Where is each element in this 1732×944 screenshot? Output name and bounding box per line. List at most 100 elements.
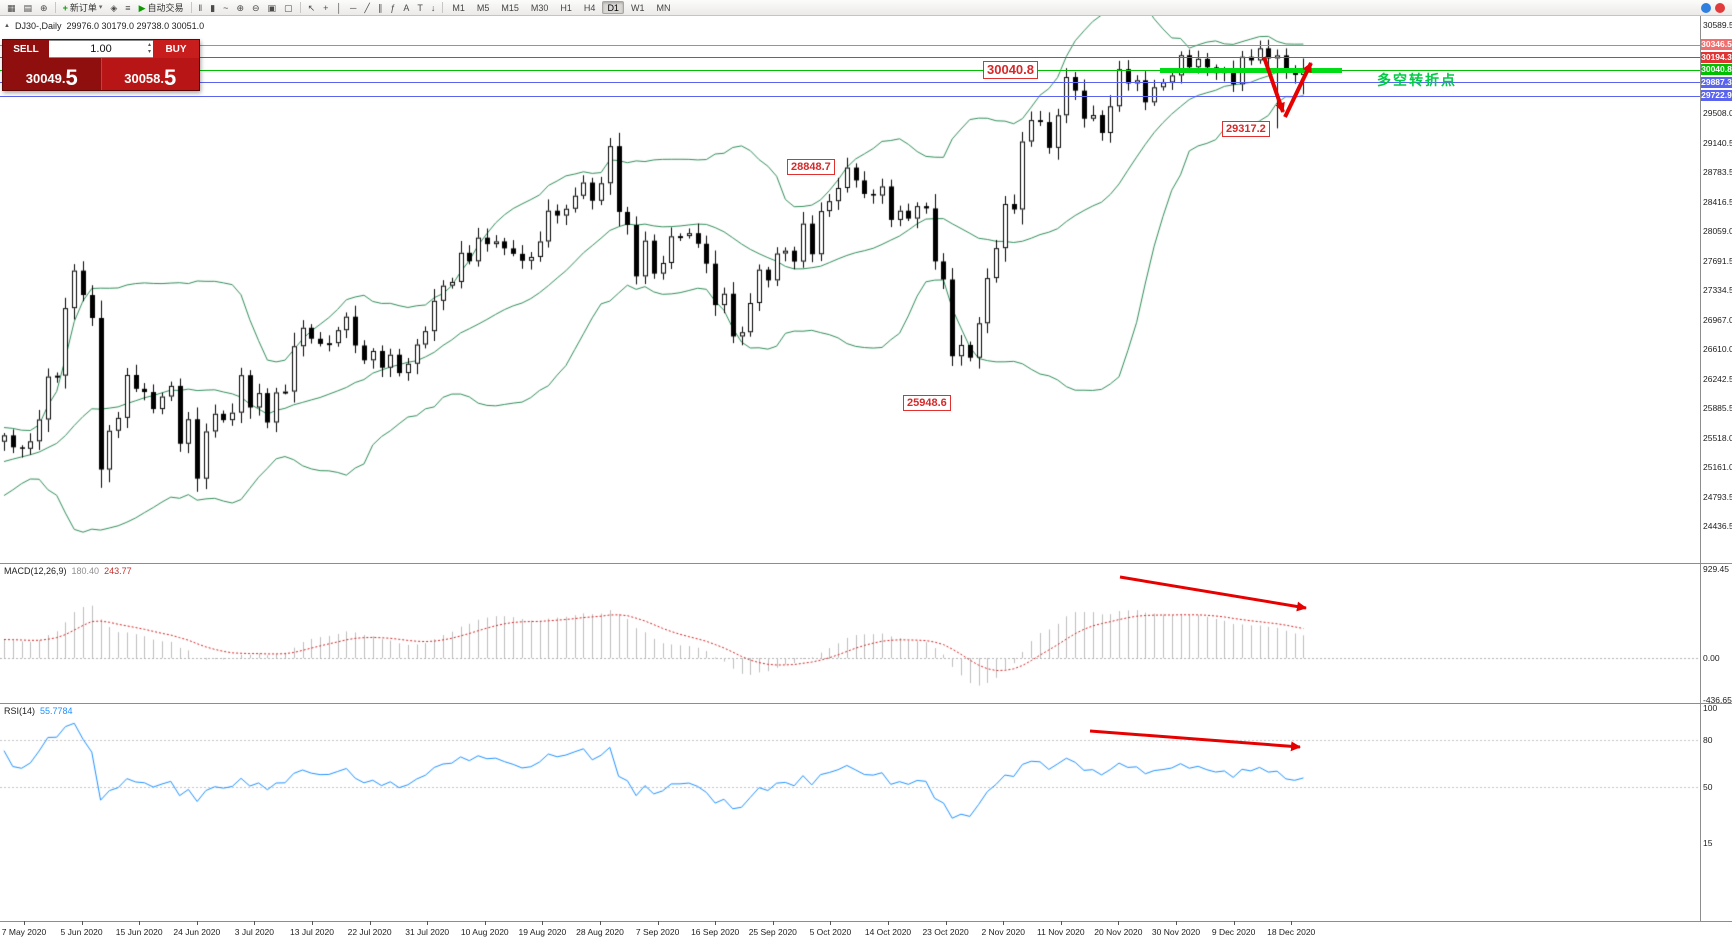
profiles-icon[interactable]: ▤ bbox=[21, 1, 36, 14]
history-center-icon[interactable]: ≡ bbox=[122, 1, 133, 14]
bar-chart-icon[interactable]: ‖ bbox=[196, 1, 206, 14]
cursor-icon[interactable]: ↖ bbox=[305, 1, 319, 14]
timeframe-h1-button[interactable]: H1 bbox=[555, 1, 577, 14]
channel-icon[interactable]: ∥ bbox=[375, 1, 386, 14]
price-flag-30040-8[interactable]: 30040.8 bbox=[983, 60, 1038, 79]
price-flag-28848-7[interactable]: 28848.7 bbox=[787, 158, 835, 175]
rsi-label: RSI(14) 55.7784 bbox=[4, 706, 73, 716]
price-axis-label: 24793.5 bbox=[1703, 491, 1732, 502]
date-axis-label: 7 May 2020 bbox=[1, 927, 47, 937]
auto-trading-button[interactable]: ▶ 自动交易 bbox=[136, 1, 187, 14]
cascade-windows-icon[interactable]: ▢ bbox=[281, 1, 296, 14]
date-axis-tick bbox=[1118, 921, 1120, 925]
date-axis-label: 24 Jun 2020 bbox=[173, 927, 221, 937]
rsi-value: 55.7784 bbox=[40, 706, 73, 716]
horizontal-line-icon[interactable]: ─ bbox=[347, 1, 359, 14]
turning-point-label[interactable]: 多空转折点 bbox=[1377, 72, 1457, 88]
sell-price-big-digit: 5 bbox=[65, 65, 78, 90]
toolbar-separator bbox=[54, 2, 56, 13]
sell-price[interactable]: 30049. 5 bbox=[3, 58, 102, 90]
resistance-line-30194[interactable] bbox=[0, 57, 1700, 58]
date-axis-label: 16 Sep 2020 bbox=[691, 927, 740, 937]
zoom-in-icon[interactable]: ⊕ bbox=[233, 1, 247, 14]
chart-symbol-period: DJ30-,Daily bbox=[14, 21, 62, 31]
price-axis-label: 26967.0 bbox=[1703, 314, 1732, 325]
text-icon[interactable]: A bbox=[400, 1, 412, 14]
timeframe-m15-button[interactable]: M15 bbox=[496, 1, 524, 14]
price-axis-label: 30589.5 bbox=[1703, 19, 1732, 30]
rsi-title: RSI(14) bbox=[4, 706, 36, 716]
rsi-panel-canvas[interactable] bbox=[0, 703, 1700, 921]
date-axis-label: 15 Jun 2020 bbox=[115, 927, 163, 937]
pivot-line-30040[interactable] bbox=[0, 70, 1700, 71]
date-axis-tick bbox=[1003, 921, 1005, 925]
crosshair-icon[interactable]: + bbox=[320, 1, 331, 14]
toolbar-separator bbox=[190, 2, 192, 13]
date-axis-label: 11 Nov 2020 bbox=[1037, 927, 1085, 937]
price-axis-label: 25518.0 bbox=[1703, 432, 1732, 443]
price-flag-29317-2[interactable]: 29317.2 bbox=[1222, 120, 1270, 137]
rsi-panel-divider bbox=[0, 703, 1732, 704]
new-chart-icon[interactable]: ▦ bbox=[4, 1, 19, 14]
support-line-29722[interactable] bbox=[0, 96, 1700, 97]
toolbar-separator bbox=[442, 2, 444, 13]
candlestick-chart-icon[interactable]: ▮ bbox=[207, 1, 218, 14]
main-toolbar: ▦ ▤ ⊕ + 新订单 ▾ ◈ ≡ ▶ 自动交易 ‖ ▮ ~ ⊕ ⊖ ▣ ▢ ↖ + │ ─ ╱ ∥ ƒ A T ↓ M1 M5 M15 M… bbox=[0, 0, 1732, 16]
pivot-trendline-thick[interactable] bbox=[1160, 67, 1342, 73]
date-axis-tick bbox=[715, 921, 717, 925]
date-axis-tick bbox=[1291, 921, 1293, 925]
date-axis-label: 13 Jul 2020 bbox=[290, 927, 334, 937]
alerts-icon[interactable] bbox=[1715, 2, 1725, 13]
volume-down-icon[interactable]: ▾ bbox=[147, 49, 151, 55]
volume-field[interactable]: 1.00 ▴ ▾ bbox=[49, 40, 153, 58]
date-axis-tick bbox=[24, 921, 25, 925]
price-tag-30346-5: 30346.5 bbox=[1701, 39, 1732, 51]
price-flag-25948-6[interactable]: 25948.6 bbox=[903, 394, 951, 411]
date-axis-label: 9 Dec 2020 bbox=[1211, 927, 1256, 937]
support-line-29887[interactable] bbox=[0, 82, 1700, 83]
timeframe-m1-button[interactable]: M1 bbox=[447, 1, 470, 14]
date-axis-label: 14 Oct 2020 bbox=[864, 927, 912, 937]
timeframe-w1-button[interactable]: W1 bbox=[626, 1, 650, 14]
buy-price[interactable]: 30058. 5 bbox=[101, 58, 199, 90]
search-icon[interactable]: ⊕ bbox=[37, 1, 51, 14]
date-axis-tick bbox=[427, 921, 429, 925]
date-axis-tick bbox=[888, 921, 889, 925]
vertical-line-icon[interactable]: │ bbox=[333, 1, 345, 14]
macd-panel-canvas[interactable] bbox=[0, 563, 1700, 703]
sell-button[interactable]: SELL bbox=[3, 40, 49, 58]
tile-windows-icon[interactable]: ▣ bbox=[265, 1, 280, 14]
price-tag-30194-3: 30194.3 bbox=[1701, 51, 1732, 63]
price-axis-label: 24436.5 bbox=[1703, 520, 1732, 531]
sell-price-main: 30049. bbox=[25, 71, 66, 86]
rsi-scale-100: 100 bbox=[1703, 703, 1718, 713]
timeframe-m5-button[interactable]: M5 bbox=[472, 1, 495, 14]
buy-button[interactable]: BUY bbox=[153, 40, 199, 58]
fibonacci-icon[interactable]: ƒ bbox=[387, 1, 398, 14]
timeframe-d1-button[interactable]: D1 bbox=[602, 1, 624, 14]
date-axis-label: 20 Nov 2020 bbox=[1094, 927, 1143, 937]
toolbar-right-icons bbox=[1701, 2, 1729, 13]
date-axis-tick bbox=[81, 921, 83, 925]
trendline-icon[interactable]: ╱ bbox=[361, 1, 372, 14]
new-order-button[interactable]: + 新订单 ▾ bbox=[60, 1, 106, 14]
date-axis-divider bbox=[0, 921, 1732, 922]
date-axis-tick bbox=[1060, 921, 1062, 925]
new-order-label: 新订单 bbox=[69, 2, 97, 13]
date-axis-label: 25 Sep 2020 bbox=[748, 927, 797, 937]
price-chart-canvas[interactable] bbox=[0, 16, 1700, 563]
timeframe-mn-button[interactable]: MN bbox=[651, 1, 675, 14]
zoom-out-icon[interactable]: ⊖ bbox=[249, 1, 263, 14]
community-icon[interactable] bbox=[1701, 2, 1711, 13]
timeframe-h4-button[interactable]: H4 bbox=[579, 1, 601, 14]
macd-label: MACD(12,26,9) 180.40 243.77 bbox=[4, 566, 132, 576]
price-axis-label: 28783.5 bbox=[1703, 167, 1732, 177]
expert-advisors-icon[interactable]: ◈ bbox=[107, 1, 120, 14]
line-chart-icon[interactable]: ~ bbox=[220, 1, 231, 14]
label-icon[interactable]: T bbox=[414, 1, 426, 14]
timeframe-m30-button[interactable]: M30 bbox=[526, 1, 554, 14]
resistance-line-30346[interactable] bbox=[0, 45, 1700, 46]
arrow-object-icon[interactable]: ↓ bbox=[428, 1, 439, 14]
date-axis-tick bbox=[542, 921, 544, 925]
volume-up-icon[interactable]: ▴ bbox=[147, 42, 151, 48]
